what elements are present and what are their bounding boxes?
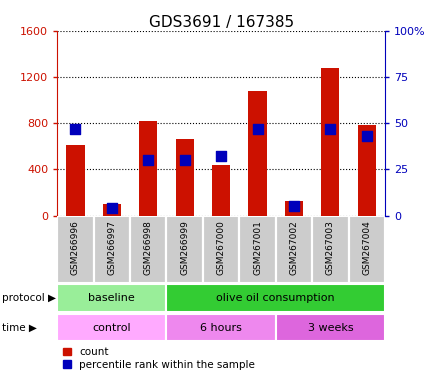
Bar (212, 165, 230, 215)
Text: GSM267002: GSM267002 (290, 221, 298, 275)
Bar (276, 215, 312, 283)
Text: GSM267001: GSM267001 (253, 221, 262, 275)
Bar (176, 139, 194, 215)
Point (72, 126, 79, 132)
Point (327, 126, 334, 132)
Bar (358, 126, 376, 215)
Point (290, 203, 297, 209)
Point (108, 205, 115, 211)
Bar (57, 285, 166, 312)
Bar (94, 215, 130, 283)
Point (363, 133, 370, 139)
Text: protocol ▶: protocol ▶ (2, 293, 56, 303)
Bar (249, 91, 267, 215)
Bar (103, 204, 121, 215)
Text: GSM266996: GSM266996 (71, 221, 80, 275)
Bar (276, 314, 385, 341)
Text: baseline: baseline (88, 293, 135, 303)
Text: olive oil consumption: olive oil consumption (216, 293, 335, 303)
Bar (57, 215, 94, 283)
Text: 6 hours: 6 hours (200, 323, 242, 333)
Bar (312, 215, 348, 283)
Title: GDS3691 / 167385: GDS3691 / 167385 (149, 15, 293, 30)
Bar (203, 215, 239, 283)
Text: GSM266997: GSM266997 (107, 221, 116, 275)
Point (181, 157, 188, 163)
Bar (166, 285, 385, 312)
Point (254, 126, 261, 132)
Bar (239, 215, 276, 283)
Text: GSM267004: GSM267004 (362, 221, 371, 275)
Point (145, 157, 152, 163)
Text: 3 weeks: 3 weeks (308, 323, 353, 333)
Bar (130, 215, 166, 283)
Bar (166, 314, 276, 341)
Bar (66, 145, 84, 215)
Bar (57, 314, 166, 341)
Legend: count, percentile rank within the sample: count, percentile rank within the sample (62, 346, 256, 371)
Text: GSM267000: GSM267000 (216, 221, 226, 275)
Point (218, 153, 225, 159)
Bar (285, 200, 303, 215)
Text: GSM266999: GSM266999 (180, 221, 189, 275)
Bar (166, 215, 203, 283)
Text: GSM267003: GSM267003 (326, 221, 335, 275)
Text: control: control (92, 323, 131, 333)
Bar (139, 121, 158, 215)
Text: GSM266998: GSM266998 (144, 221, 153, 275)
Bar (321, 68, 340, 215)
Text: time ▶: time ▶ (2, 323, 37, 333)
Bar (348, 215, 385, 283)
